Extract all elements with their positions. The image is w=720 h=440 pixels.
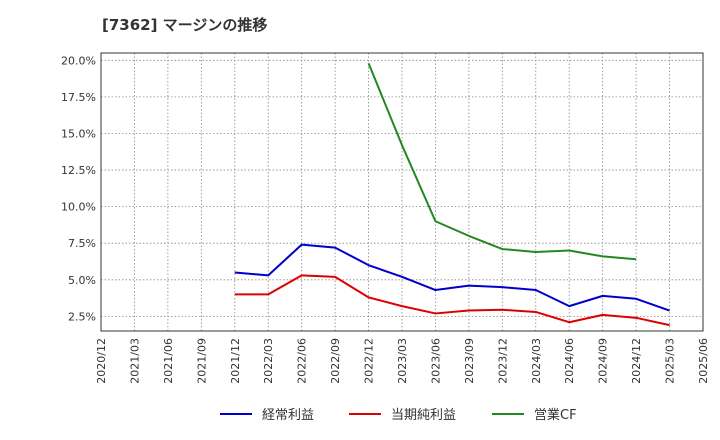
x-tick-label: 2023/12 — [496, 338, 509, 384]
x-tick-label: 2022/09 — [329, 338, 342, 384]
x-tick-label: 2020/12 — [95, 338, 108, 384]
series-line-2 — [234, 274, 670, 327]
legend-label: 当期純利益 — [391, 408, 456, 423]
y-tick-label: 10.0% — [61, 201, 96, 214]
series-line-1 — [234, 243, 670, 312]
x-tick-label: 2024/06 — [563, 338, 576, 384]
x-tick-label: 2024/09 — [597, 338, 610, 384]
x-tick-label: 2022/03 — [262, 338, 275, 384]
y-axis-ticks: 2.5% 5.0% 7.5% 10.0% 12.5% 15.0% 17.5% 20.0% — [61, 54, 96, 323]
x-tick-label: 2023/09 — [463, 338, 476, 384]
grid-lines — [100, 53, 704, 331]
x-tick-label: 2022/12 — [363, 338, 376, 384]
x-tick-label: 2022/06 — [296, 338, 309, 384]
legend-label: 営業CF — [534, 407, 577, 423]
y-tick-label: 15.0% — [61, 127, 96, 140]
x-tick-label: 2021/09 — [195, 338, 208, 384]
y-tick-label: 2.5% — [68, 310, 96, 323]
plot-frame — [100, 52, 704, 332]
y-tick-label: 17.5% — [61, 91, 96, 104]
x-tick-label: 2021/12 — [229, 338, 242, 384]
series-lines — [234, 62, 670, 327]
x-tick-label: 2023/03 — [396, 338, 409, 384]
x-axis-ticks: 2020/12 2021/03 2021/06 2021/09 2021/12 2022/… — [95, 338, 710, 384]
legend-label: 経常利益 — [262, 408, 314, 423]
y-tick-label: 5.0% — [68, 274, 96, 287]
x-tick-label: 2025/06 — [697, 338, 710, 384]
legend: 経常利益 当期純利益 営業CF — [220, 407, 577, 423]
y-tick-label: 20.0% — [61, 54, 96, 67]
x-tick-label: 2021/06 — [162, 338, 175, 384]
y-tick-label: 7.5% — [68, 237, 96, 250]
y-tick-label: 12.5% — [61, 164, 96, 177]
x-tick-label: 2025/03 — [664, 338, 677, 384]
x-tick-label: 2023/06 — [429, 338, 442, 384]
x-tick-label: 2021/03 — [128, 338, 141, 384]
chart-title: [7362] マージンの推移 — [102, 16, 268, 34]
series-line-3 — [367, 62, 637, 261]
x-tick-label: 2024/03 — [530, 338, 543, 384]
x-tick-label: 2024/12 — [630, 338, 643, 384]
